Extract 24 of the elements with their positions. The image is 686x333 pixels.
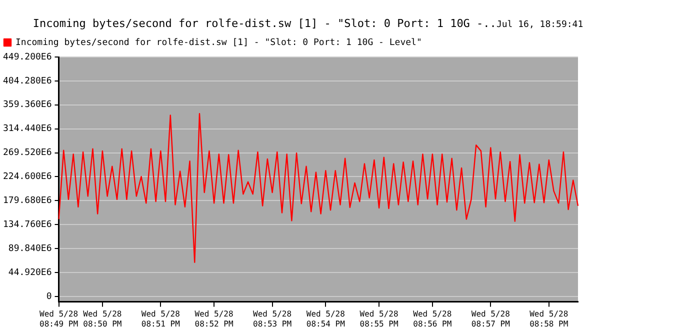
y-tick-label: 269.520E6	[2, 148, 52, 158]
x-tick-label: Wed 5/28 08:49 PM	[40, 310, 78, 328]
y-tick-label: 224.600E6	[2, 172, 52, 182]
x-tick-label: Wed 5/28 08:54 PM	[306, 310, 346, 328]
x-tick-label: Wed 5/28 08:50 PM	[83, 310, 122, 328]
y-tick-label: 179.680E6	[2, 196, 52, 206]
y-tick-label: 89.840E6	[8, 244, 52, 254]
y-tick-label: 359.360E6	[2, 100, 52, 110]
y-tick-label: 404.280E6	[2, 76, 52, 86]
x-tick-label: Wed 5/28 08:55 PM	[360, 310, 398, 328]
legend-label: Incoming bytes/second for rolfe-dist.sw [1] - "Slot: 0 Port: 1 10G - Level"	[16, 38, 422, 48]
y-tick-label: 0	[46, 292, 52, 302]
y-tick-label: 314.440E6	[2, 124, 52, 134]
y-tick-label: 44.920E6	[8, 268, 52, 278]
y-tick-label: 134.760E6	[2, 220, 52, 230]
x-tick-label: Wed 5/28 08:56 PM	[413, 310, 452, 328]
y-tick-label: 449.200E6	[2, 52, 52, 62]
x-tick-label: Wed 5/28 08:51 PM	[141, 310, 180, 328]
x-tick-label: Wed 5/28 08:52 PM	[194, 310, 234, 328]
chart-title: Incoming bytes/second for rolfe-dist.sw [1] - "Slot: 0 Port: 1 10G -..	[32, 17, 496, 30]
x-tick-label: Wed 5/28 08:53 PM	[253, 310, 292, 328]
chart-subtitle: Jul 16, 18:59:41	[496, 20, 584, 30]
x-tick-label: Wed 5/28 08:58 PM	[530, 310, 568, 328]
x-tick-label: Wed 5/28 08:57 PM	[471, 310, 510, 328]
